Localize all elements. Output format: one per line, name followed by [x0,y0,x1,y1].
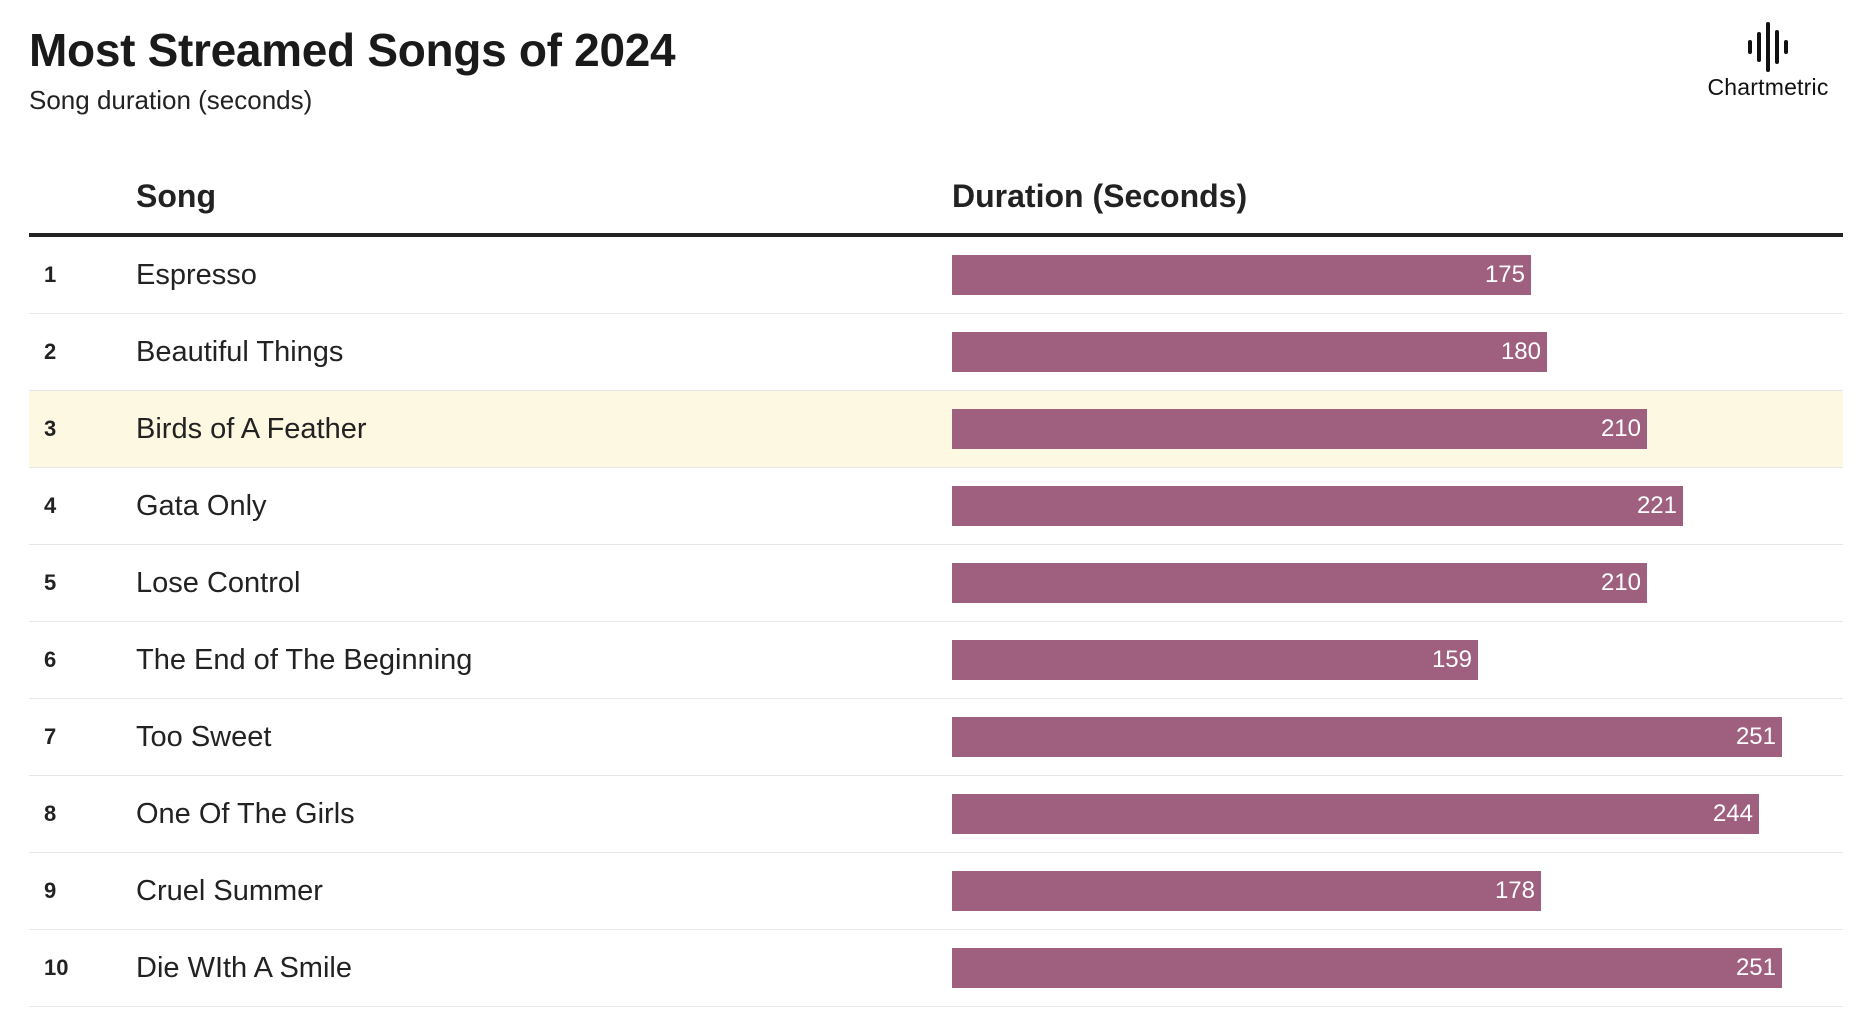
table-row: 5 Lose Control 210 [29,545,1843,622]
duration-value-label: 178 [1494,877,1535,904]
duration-bar: 159 [952,640,1478,680]
bar-track: 210 [952,563,1812,603]
table-row: 1 Espresso 175 [29,237,1843,314]
rank-label: 5 [44,570,57,595]
bar-track: 175 [952,255,1812,295]
waveform-icon [1748,22,1788,72]
duration-value-label: 180 [1500,338,1541,365]
song-table: Song Duration (Seconds) 1 Espresso 175 2 Bea… [29,160,1843,1007]
song-name: Too Sweet [136,721,272,753]
rank-label: 2 [44,339,57,364]
song-name: Espresso [136,259,257,291]
table-row: 9 Cruel Summer 178 [29,853,1843,930]
rank-label: 4 [44,493,57,518]
chartmetric-logo: Chartmetric [1698,22,1838,101]
duration-value-label: 251 [1735,954,1776,981]
table-body: 1 Espresso 175 2 Beautiful Things 180 3 Birds o… [29,237,1843,1007]
bar-track: 159 [952,640,1812,680]
duration-bar: 178 [952,871,1541,911]
duration-value-label: 159 [1431,646,1472,673]
song-name: The End of The Beginning [136,644,473,676]
table-header: Song Duration (Seconds) [29,160,1843,237]
rank-label: 10 [44,955,69,980]
bar-track: 210 [952,409,1812,449]
rank-label: 3 [44,416,57,441]
column-header-song: Song [136,178,216,214]
song-name: Die WIth A Smile [136,952,352,984]
bar-track: 251 [952,717,1812,757]
duration-value-label: 251 [1735,723,1776,750]
duration-bar: 180 [952,332,1547,372]
duration-bar: 210 [952,409,1647,449]
song-name: Birds of A Feather [136,413,367,445]
song-name: Beautiful Things [136,336,344,368]
duration-bar: 210 [952,563,1647,603]
table-row: 7 Too Sweet 251 [29,699,1843,776]
song-name: Lose Control [136,567,301,599]
bar-track: 180 [952,332,1812,372]
rank-label: 9 [44,878,57,903]
bar-track: 251 [952,948,1812,988]
duration-bar: 251 [952,948,1782,988]
duration-bar: 221 [952,486,1683,526]
table-row: 6 The End of The Beginning 159 [29,622,1843,699]
chart-title: Most Streamed Songs of 2024 [29,24,676,76]
song-name: One Of The Girls [136,798,355,830]
duration-bar: 175 [952,255,1531,295]
duration-value-label: 244 [1712,800,1753,827]
duration-value-label: 210 [1600,415,1641,442]
column-header-duration: Duration (Seconds) [952,178,1248,214]
logo-text: Chartmetric [1707,74,1829,100]
song-name: Cruel Summer [136,875,323,907]
duration-value-label: 221 [1636,492,1677,519]
table-row: 3 Birds of A Feather 210 [29,391,1843,468]
duration-bar: 244 [952,794,1759,834]
rank-label: 6 [44,647,57,672]
bar-track: 244 [952,794,1812,834]
table-row: 10 Die WIth A Smile 251 [29,930,1843,1007]
rank-label: 8 [44,801,57,826]
rank-label: 7 [44,724,57,749]
chart-subtitle: Song duration (seconds) [29,85,313,115]
duration-value-label: 210 [1600,569,1641,596]
rank-label: 1 [44,262,57,287]
bar-track: 178 [952,871,1812,911]
bar-track: 221 [952,486,1812,526]
song-name: Gata Only [136,490,267,522]
chart-header: Most Streamed Songs of 2024 Song duratio… [29,24,676,116]
table-row: 4 Gata Only 221 [29,468,1843,545]
duration-bar: 251 [952,717,1782,757]
duration-value-label: 175 [1484,261,1525,288]
table-row: 8 One Of The Girls 244 [29,776,1843,853]
table-row: 2 Beautiful Things 180 [29,314,1843,391]
